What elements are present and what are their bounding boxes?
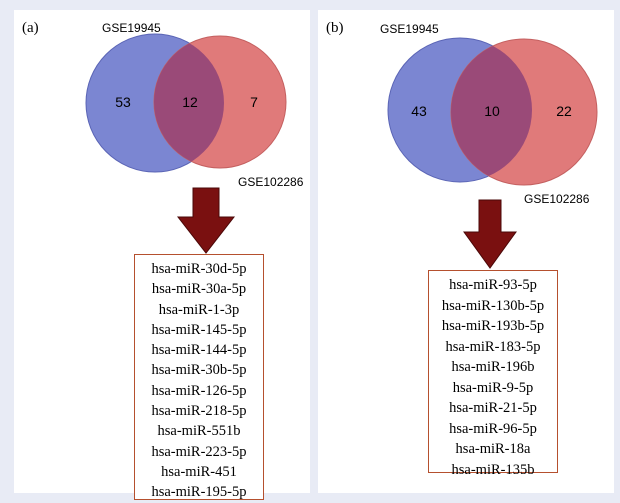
mirna-item: hsa-miR-130b-5p	[441, 297, 545, 314]
set-label-left-b: GSE19945	[380, 22, 439, 36]
set-label-right-b: GSE102286	[524, 192, 590, 206]
mirna-item: hsa-miR-196b	[451, 359, 535, 375]
mirna-item: hsa-miR-30b-5p	[151, 362, 247, 379]
mirna-item: hsa-miR-96-5p	[449, 420, 537, 437]
mirna-item: hsa-miR-144-5p	[151, 342, 247, 359]
mirna-item: hsa-miR-30a-5p	[151, 281, 247, 298]
mirna-item: hsa-miR-93-5p	[449, 277, 537, 293]
mirna-list-b: hsa-miR-93-5p hsa-miR-130b-5p hsa-miR-19…	[428, 270, 558, 478]
count-left-only-a: 53	[115, 94, 131, 110]
mirna-list-a: hsa-miR-30d-5p hsa-miR-30a-5p hsa-miR-1-…	[134, 254, 264, 500]
count-left-only-b: 43	[411, 103, 427, 119]
panel-label-b: (b)	[326, 20, 344, 36]
venn-diagram-b: GSE19945 GSE102286 43 10 22	[380, 22, 598, 269]
mirna-item: hsa-miR-183-5p	[445, 338, 541, 355]
mirna-item: hsa-miR-18a	[455, 441, 531, 457]
count-overlap-b: 10	[484, 103, 500, 119]
panel-b: (b) GSE19945 GSE102286 43 10 22 hsa-miR-…	[318, 10, 614, 493]
mirna-item: hsa-miR-223-5p	[151, 443, 247, 460]
overlap-region-b	[451, 39, 532, 182]
mirna-item: hsa-miR-451	[161, 463, 237, 480]
mirna-item: hsa-miR-30d-5p	[151, 261, 247, 277]
mirna-item: hsa-miR-551b	[157, 423, 241, 440]
mirna-item: hsa-miR-9-5p	[452, 379, 534, 396]
mirna-item: hsa-miR-195-5p	[151, 484, 247, 501]
panel-label-a: (a)	[22, 20, 39, 36]
mirna-item: hsa-miR-218-5p	[151, 403, 247, 420]
mirna-item: hsa-miR-193b-5p	[441, 318, 545, 334]
count-right-only-b: 22	[556, 103, 572, 119]
count-overlap-a: 12	[182, 94, 198, 110]
count-right-only-a: 7	[250, 94, 258, 110]
mirna-item: hsa-miR-1-3p	[158, 301, 240, 318]
set-label-left-a: GSE19945	[102, 21, 161, 35]
mirna-item: hsa-miR-135b	[451, 461, 535, 478]
venn-diagram-a: GSE19945 GSE102286 53 12 7	[85, 21, 304, 254]
panel-a: (a) GSE19945 GSE102286 53 12 7 hsa-miR-3…	[14, 10, 310, 500]
mirna-item: hsa-miR-126-5p	[151, 382, 247, 399]
mirna-item: hsa-miR-21-5p	[449, 400, 537, 416]
down-arrow-a	[176, 187, 236, 254]
set-label-right-a: GSE102286	[238, 175, 304, 189]
mirna-item: hsa-miR-145-5p	[151, 321, 247, 338]
overlap-region-a	[154, 36, 224, 168]
down-arrow-b	[463, 199, 517, 269]
